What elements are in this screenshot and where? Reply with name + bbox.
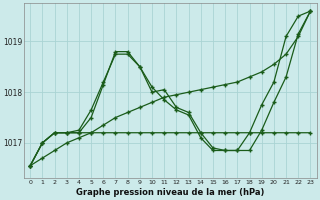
X-axis label: Graphe pression niveau de la mer (hPa): Graphe pression niveau de la mer (hPa) [76,188,265,197]
